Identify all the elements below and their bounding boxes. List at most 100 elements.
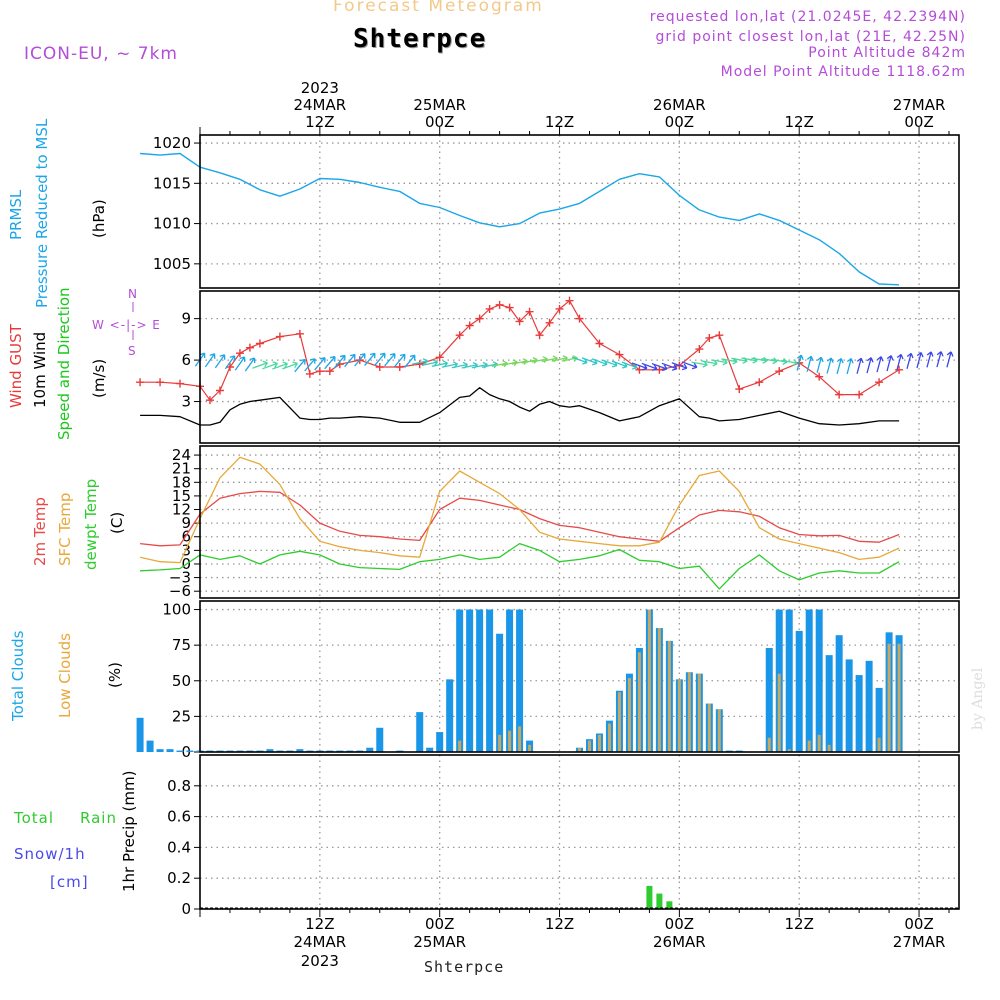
point-altitude: Point Altitude 842m: [808, 45, 966, 61]
compass-s: S: [128, 344, 137, 358]
wind-arrow-shape: [314, 357, 326, 371]
wind-arrow-shape: [781, 359, 798, 366]
wind-arrow-shape: [671, 362, 688, 371]
total-clouds-bar: [136, 717, 144, 752]
wind-arrow-shape: [681, 361, 698, 370]
low-clouds-bar: [627, 677, 631, 752]
wind-arrow-shape: [214, 354, 226, 369]
bottom-hour-label: 12Z: [305, 915, 334, 933]
total-clouds-bar: [366, 747, 374, 752]
wind-direction-arrow: [441, 361, 458, 369]
wind-arrow-shape: [204, 353, 216, 368]
y-tick-label: 21: [172, 460, 191, 478]
low-clouds-bar: [777, 673, 781, 752]
wind-direction-arrow: [394, 353, 406, 368]
low-clouds-bar: [687, 672, 691, 752]
total-clouds-bar: [446, 679, 454, 752]
wind-gust-marker: [815, 372, 824, 381]
wind-direction-arrow: [866, 357, 874, 374]
y-tick-label: 9: [181, 514, 191, 532]
wind-direction-arrow: [294, 358, 306, 373]
wind-arrow-shape: [816, 356, 824, 373]
wind-arrow-shape: [282, 361, 298, 370]
model-altitude: Model Point Altitude 1118.62m: [720, 64, 966, 80]
wind-arrow-shape: [886, 355, 894, 372]
wind-direction-arrow: [234, 356, 246, 371]
requested-coords: requested lon,lat (21.0245E, 42.2394N): [649, 9, 966, 25]
wind-arrow-shape: [324, 355, 336, 370]
wind-gust-marker: [755, 378, 764, 387]
meteogram-title: Forecast Meteogram: [333, 0, 544, 16]
total-clouds-bar: [825, 655, 833, 752]
top-day-label: 26MAR: [653, 96, 706, 114]
total-clouds-bar: [376, 727, 384, 752]
low-clouds-bar: [458, 740, 462, 752]
y-tick-label: 0: [181, 743, 191, 761]
total-clouds-bar: [166, 749, 174, 752]
total-clouds-bar: [486, 609, 494, 752]
wind-arrow-shape: [661, 362, 678, 371]
wind-direction-arrow: [856, 357, 864, 374]
wind-direction-arrow: [374, 352, 386, 366]
low-clouds-bar: [817, 734, 821, 752]
total-clouds-bar: [815, 609, 823, 752]
wind-arrow-shape: [394, 353, 406, 368]
y-tick-label: 0: [181, 900, 191, 918]
y-tick-label: 12: [172, 501, 191, 519]
wind-arrow-shape: [866, 357, 874, 374]
precip-cm-label: [cm]: [50, 873, 89, 891]
wind-arrow-shape: [906, 352, 914, 369]
wind-direction-arrow: [661, 362, 678, 371]
wind-arrow-shape: [926, 351, 934, 368]
y-tick-label: 6: [181, 351, 191, 369]
total-clouds-bar: [466, 609, 474, 752]
wind-arrow-shape: [796, 354, 804, 371]
wind-arrow-shape: [252, 360, 268, 369]
low-clouds-bar: [528, 744, 532, 752]
wind-direction-arrow: [214, 354, 226, 369]
wind-gust-marker: [176, 379, 185, 388]
wind-direction-arrow: [806, 355, 814, 372]
low-clouds-bar: [877, 737, 881, 752]
footer-station-name: Shterpce: [424, 958, 505, 976]
wind-gust-marker: [465, 321, 474, 330]
wind-arrow-shape: [896, 353, 904, 371]
low-clouds-bar: [607, 723, 611, 752]
wind-gust-marker: [205, 396, 214, 405]
y-tick-label: −6: [169, 582, 191, 600]
wind-direction-arrow: [224, 355, 236, 370]
wind-arrow-shape: [451, 361, 468, 369]
wind-direction-arrow: [262, 361, 278, 370]
sfc-temp-line: [139, 456, 900, 564]
wind-direction-arrow: [946, 351, 954, 368]
low-clouds-bar: [897, 643, 901, 752]
y-tick-label: 9: [181, 310, 191, 328]
precip-total-label: Total: [14, 809, 55, 827]
y-tick-label: 24: [172, 446, 191, 464]
total-clouds-bar: [436, 732, 444, 752]
low-clouds-bar: [667, 640, 671, 752]
panel-frame: [199, 600, 960, 753]
wind-gust-marker: [156, 378, 165, 387]
total-clouds-bar: [496, 633, 504, 752]
wind-gust-marker: [835, 390, 844, 399]
total-clouds-bar: [476, 609, 484, 752]
wind-gust-marker: [475, 314, 484, 323]
wind-arrow-shape: [262, 361, 278, 370]
wind-direction-arrow: [681, 361, 698, 370]
panel-frame: [199, 445, 960, 599]
wind-direction-arrow: [936, 351, 944, 368]
wind-arrow-shape: [836, 357, 844, 375]
total-clouds-bar: [875, 687, 883, 752]
wind-gust-marker: [775, 367, 784, 376]
precip-snow-label: Snow/1h: [14, 845, 86, 863]
dewpt-temp-line: [140, 542, 900, 590]
wind-gust-marker: [545, 318, 554, 327]
wind-direction-arrow: [701, 359, 718, 367]
wind-direction-arrow: [451, 361, 468, 369]
low-clouds-bar: [578, 747, 581, 752]
wind-direction-arrow: [364, 352, 376, 367]
y-tick-label: 0.6: [167, 808, 191, 826]
bottom-day-label: 27MAR: [893, 933, 946, 951]
top-hour-label: 12Z: [305, 113, 334, 131]
